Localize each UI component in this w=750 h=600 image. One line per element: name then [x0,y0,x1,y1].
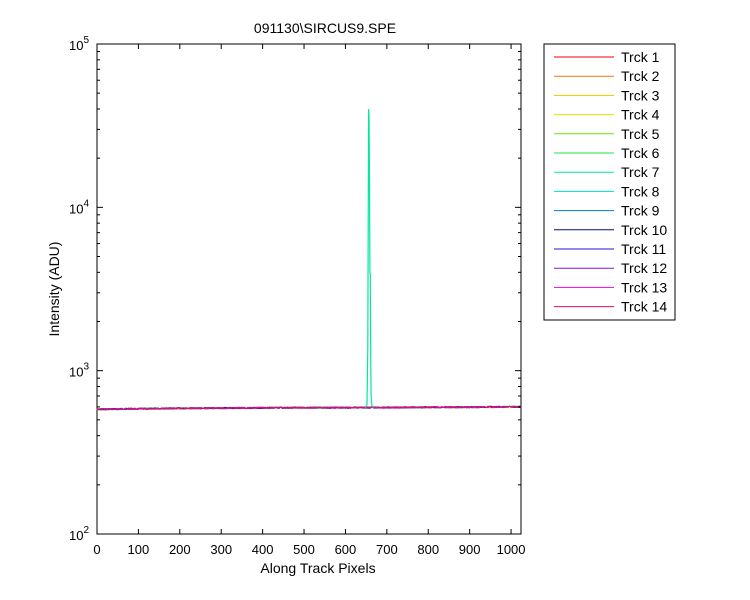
legend-label: Trck 3 [621,87,660,103]
x-tick-label: 300 [210,542,232,557]
peak-series-line [364,108,375,408]
series-line [96,405,522,411]
y-axis: 102 103 104 105 [69,35,521,543]
x-axis-label: Along Track Pixels [260,560,375,576]
x-tick-label: 900 [459,542,481,557]
x-tick-label: 500 [293,542,315,557]
chart-title: 091130\SIRCUS9.SPE [254,20,396,36]
legend-label: Trck 10 [621,222,667,238]
x-tick-label: 0 [93,542,100,557]
x-axis: 0 100 200 300 400 500 600 700 800 900 1000 [93,44,526,557]
y-tick-label: 104 [69,198,89,216]
x-tick-label: 600 [335,542,357,557]
legend-label: Trck 14 [621,299,667,315]
legend: Trck 1 Trck 2 Trck 3 Trck 4 Trck 5 Trck 6 Trck… [543,43,676,321]
series-layer [96,108,522,411]
y-axis-label: Intensity (ADU) [46,242,62,337]
x-tick-label: 400 [252,542,274,557]
legend-label: Trck 13 [621,279,667,295]
legend-label: Trck 12 [621,260,667,276]
legend-label: Trck 1 [621,49,660,65]
x-tick-label: 200 [169,542,191,557]
plot-area [96,43,522,535]
legend-label: Trck 4 [621,107,660,123]
x-tick-label: 100 [128,542,150,557]
x-tick-label: 1000 [497,542,526,557]
y-tick-label: 102 [69,525,89,543]
legend-label: Trck 9 [621,203,660,219]
legend-label: Trck 2 [621,68,660,84]
legend-box [543,43,676,321]
y-tick-label: 103 [69,362,89,380]
legend-label: Trck 6 [621,145,660,161]
legend-label: Trck 7 [621,164,660,180]
legend-label: Trck 5 [621,126,660,142]
legend-label: Trck 8 [621,183,660,199]
legend-items: Trck 1 Trck 2 Trck 3 Trck 4 Trck 5 Trck 6 Trck… [554,49,667,315]
legend-label: Trck 11 [621,241,666,257]
y-tick-label: 105 [69,35,89,53]
x-tick-label: 800 [417,542,439,557]
x-tick-label: 700 [376,542,398,557]
